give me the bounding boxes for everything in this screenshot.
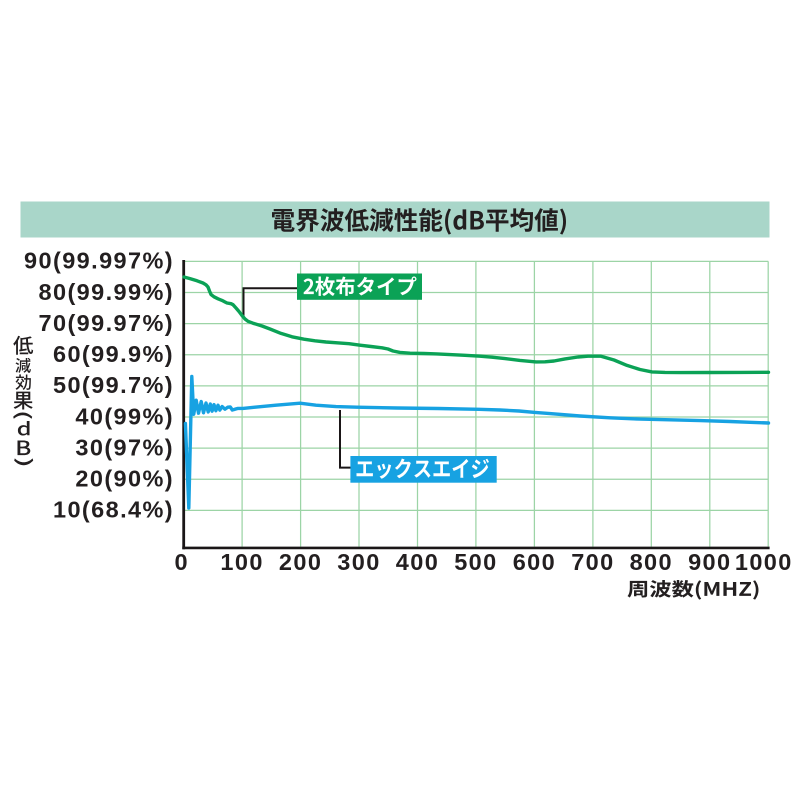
svg-text:700: 700 [571,549,614,575]
svg-text:200: 200 [279,549,322,575]
svg-text:900: 900 [688,549,731,575]
svg-text:80(99.99%): 80(99.99%) [39,279,175,305]
svg-text:70(99.97%): 70(99.97%) [39,310,175,336]
svg-text:40(99%): 40(99%) [75,403,174,429]
svg-text:300: 300 [337,549,380,575]
svg-text:800: 800 [630,549,673,575]
svg-text:600: 600 [513,549,556,575]
svg-text:60(99.9%): 60(99.9%) [53,341,174,367]
svg-text:0: 0 [175,549,189,575]
svg-text:10(68.4%): 10(68.4%) [53,497,174,523]
svg-text:100: 100 [220,549,263,575]
svg-text:30(97%): 30(97%) [75,434,174,460]
svg-text:400: 400 [396,549,439,575]
svg-text:90(99.997%): 90(99.997%) [24,248,174,274]
svg-text:20(90%): 20(90%) [75,466,174,492]
svg-text:50(99.7%): 50(99.7%) [53,372,174,398]
svg-text:1000: 1000 [735,549,793,575]
svg-text:500: 500 [454,549,497,575]
